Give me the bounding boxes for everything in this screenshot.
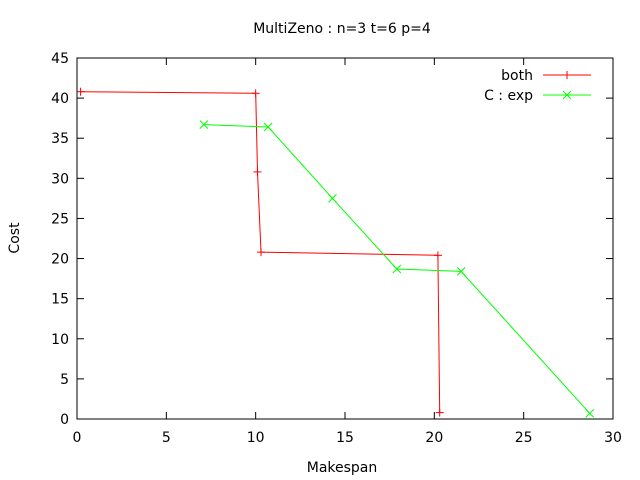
data-point: [328, 194, 337, 203]
x-axis-label: Makespan: [307, 460, 378, 476]
x-tick-label: 20: [425, 430, 443, 446]
x-tick-label: 25: [515, 430, 533, 446]
y-tick: 25: [51, 211, 613, 227]
y-axis-label: Cost: [7, 222, 23, 254]
x-tick: 15: [336, 58, 354, 446]
y-tick: 30: [51, 171, 613, 187]
series-line: [80, 91, 441, 413]
data-point: [392, 264, 402, 274]
legend-marker: [562, 90, 572, 100]
legend: both C : exp: [484, 68, 591, 104]
legend-entry: C : exp: [484, 88, 591, 104]
y-tick: 15: [51, 292, 613, 308]
data-point: [456, 267, 466, 276]
y-tick-label: 45: [51, 51, 69, 67]
x-tick-label: 15: [336, 430, 354, 446]
x-tick-label: 5: [162, 430, 171, 446]
y-tick: 10: [51, 332, 613, 348]
x-tick: 20: [425, 58, 443, 446]
legend-entry: both: [501, 68, 591, 84]
data-point: [251, 89, 260, 98]
y-tick-label: 20: [51, 252, 69, 268]
y-tick: 5: [60, 372, 613, 388]
legend-marker: [563, 71, 571, 79]
data-point: [76, 87, 85, 96]
x-tick: 5: [162, 58, 171, 446]
legend-label: C : exp: [484, 88, 533, 104]
y-tick: 20: [51, 252, 613, 268]
y-tick: 45: [51, 51, 613, 67]
y-tick: 35: [51, 131, 613, 147]
series-line: [203, 124, 591, 414]
x-tick-label: 10: [247, 430, 265, 446]
x-tick-label: 0: [73, 430, 82, 446]
legend-label: both: [501, 68, 533, 84]
plot-frame: [76, 57, 614, 420]
y-tick: 0: [60, 412, 613, 428]
data-point: [585, 409, 595, 418]
x-tick-label: 30: [604, 430, 622, 446]
y-tick-label: 35: [51, 131, 69, 147]
data-point: [199, 120, 209, 129]
data-point: [253, 167, 262, 176]
series-both: [76, 87, 444, 417]
x-tick: 25: [515, 58, 533, 446]
y-tick-label: 40: [51, 91, 69, 107]
y-tick-label: 5: [60, 372, 69, 388]
y-tick: 40: [51, 91, 613, 107]
y-tick-label: 30: [51, 171, 69, 187]
x-tick: 10: [247, 58, 265, 446]
chart-title: MultiZeno : n=3 t=6 p=4: [253, 21, 431, 37]
data-point: [435, 408, 444, 417]
data-point: [257, 248, 266, 257]
data-point: [263, 122, 273, 132]
y-tick-label: 15: [51, 292, 69, 308]
series-layer: [76, 87, 595, 418]
data-point: [433, 251, 442, 260]
series-c-exp: [199, 120, 595, 418]
y-tick-label: 0: [60, 412, 69, 428]
axis-ticks: 0 5 10 15 20 25 30 0 5 10 15 20 25 30 35 40 45: [51, 51, 622, 446]
y-tick-label: 10: [51, 332, 69, 348]
y-tick-label: 25: [51, 211, 69, 227]
